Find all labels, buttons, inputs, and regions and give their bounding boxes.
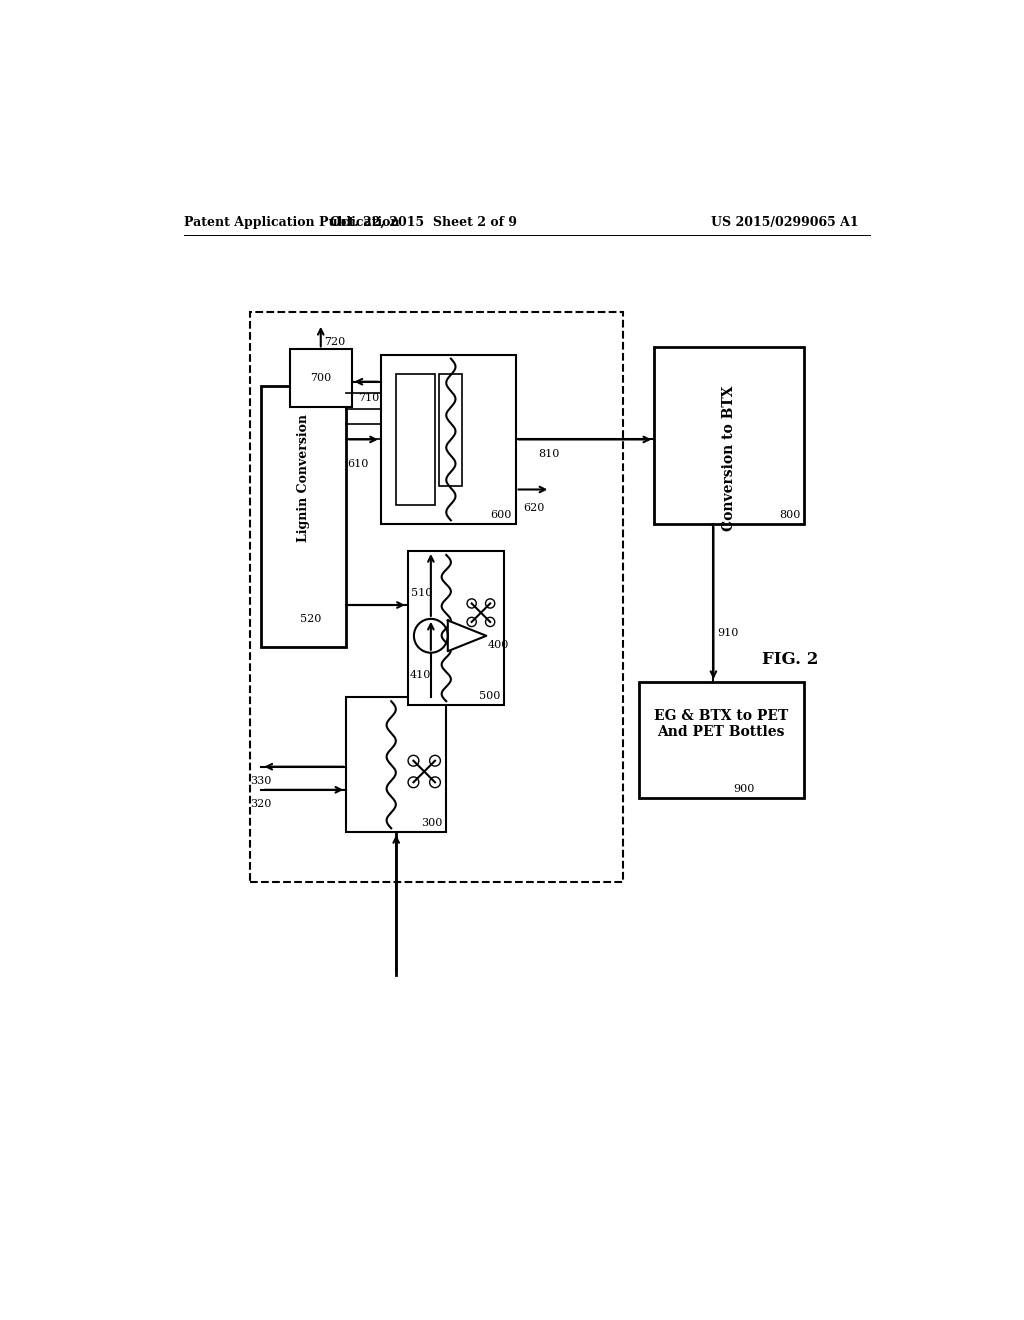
Bar (346, 697, 446, 832)
Text: 610: 610 (348, 459, 369, 469)
Text: Oct. 22, 2015  Sheet 2 of 9: Oct. 22, 2015 Sheet 2 of 9 (330, 216, 517, 230)
Text: EG & BTX to PET
And PET Bottles: EG & BTX to PET And PET Bottles (654, 709, 788, 739)
Text: 900: 900 (733, 784, 755, 793)
Text: 720: 720 (325, 337, 346, 347)
Text: 810: 810 (539, 449, 560, 459)
Bar (250, 313, 624, 882)
Polygon shape (447, 620, 486, 651)
Text: 510: 510 (411, 589, 432, 598)
Text: Conversion to BTX: Conversion to BTX (722, 385, 736, 532)
Text: FIG. 2: FIG. 2 (762, 651, 818, 668)
Text: 600: 600 (490, 511, 512, 520)
Bar (654, 347, 804, 524)
Bar (639, 682, 804, 797)
Bar (396, 374, 435, 506)
Text: 520: 520 (300, 614, 322, 624)
Text: 400: 400 (487, 640, 509, 649)
Bar (290, 350, 351, 407)
Text: 330: 330 (250, 776, 271, 785)
Text: 800: 800 (779, 511, 801, 520)
Text: 910: 910 (717, 628, 738, 638)
Bar (381, 355, 515, 524)
Bar (408, 552, 504, 705)
Text: Lignin Conversion: Lignin Conversion (297, 414, 310, 543)
Text: 300: 300 (421, 818, 442, 829)
Text: 320: 320 (250, 799, 271, 809)
Text: 620: 620 (523, 503, 545, 513)
Text: 700: 700 (310, 372, 332, 383)
Text: 710: 710 (357, 393, 379, 403)
Text: US 2015/0299065 A1: US 2015/0299065 A1 (712, 216, 859, 230)
Bar (438, 374, 462, 486)
Text: Patent Application Publication: Patent Application Publication (184, 216, 400, 230)
Bar (261, 385, 346, 647)
Text: 410: 410 (410, 671, 431, 680)
Text: 500: 500 (479, 692, 500, 701)
